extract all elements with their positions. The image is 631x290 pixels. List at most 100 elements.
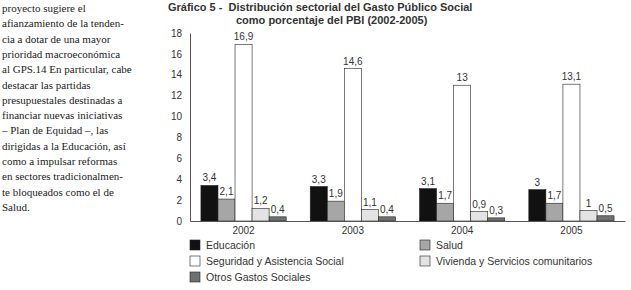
x-tick-label: 2004 [451, 225, 474, 236]
side-text-line: dirigidas a la Educación, así [2, 140, 126, 152]
data-label: 1,2 [254, 195, 268, 206]
bar [597, 216, 614, 221]
y-tick-label: 10 [171, 111, 183, 122]
y-tick-label: 18 [171, 28, 183, 39]
bar [378, 217, 395, 221]
data-label: 3,3 [312, 174, 326, 185]
y-tick-label: 4 [176, 174, 182, 185]
y-tick-label: 16 [171, 49, 183, 60]
bar [546, 203, 563, 221]
bar [420, 189, 437, 221]
legend-swatch [420, 240, 430, 250]
legend-item: Educación [190, 239, 255, 251]
side-text-line: prioridad macroeconómica [2, 48, 120, 60]
page: proyecto sugiere el afianzamiento de la t… [0, 0, 631, 290]
bar [471, 212, 488, 221]
side-text-line: al GPS.14 En particular, cabe [2, 63, 132, 75]
bar [269, 217, 286, 221]
bar [344, 69, 361, 221]
x-axis-line [191, 221, 626, 222]
data-label: 0,4 [271, 204, 285, 215]
y-tick: 18 [171, 28, 190, 39]
bar [580, 211, 597, 221]
y-tick: 16 [171, 49, 190, 60]
data-label: 1 [586, 198, 592, 209]
data-label: 1,7 [547, 190, 561, 201]
side-text-line: en sectores tradicionalmen- [2, 170, 123, 182]
side-text-line: – Plan de Equidad –, las [1, 124, 108, 136]
bar [252, 208, 269, 221]
legend-label: Salud [436, 239, 463, 251]
data-label: 1,1 [363, 197, 377, 208]
x-tick-label: 2002 [232, 225, 255, 236]
y-tick: 4 [176, 174, 190, 185]
side-text-line: proyecto sugiere el [2, 2, 86, 14]
legend-item: Salud [420, 239, 463, 251]
y-tick: 0 [176, 216, 190, 227]
side-text: proyecto sugiere el afianzamiento de la t… [1, 2, 132, 213]
x-axis: 2002 2003 2004 2005 [191, 221, 626, 236]
data-labels: 3,43,33,132,11,91,71,716,914,61313,11,21… [203, 31, 613, 215]
x-tick: 2002 [232, 221, 255, 236]
legend-swatch [190, 256, 200, 266]
y-tick: 2 [176, 195, 190, 206]
side-text-line: Salud. [2, 201, 30, 213]
y-tick-label: 14 [171, 69, 183, 80]
bar [437, 203, 454, 221]
chart-subtitle: como porcentaje del PBI (2002-2005) [236, 14, 428, 26]
bar [201, 185, 218, 221]
legend-item: Seguridad y Asistencia Social [190, 255, 344, 267]
chart-title: Gráfico 5 - Distribución sectorial del G… [168, 1, 472, 13]
legend-item: Vivienda y Servicios comunitarios [420, 255, 592, 267]
y-tick-label: 12 [171, 90, 183, 101]
legend-swatch [420, 256, 430, 266]
data-label: 1,9 [329, 188, 343, 199]
bar [454, 85, 471, 221]
x-tick: 2004 [451, 221, 474, 236]
data-label: 3,1 [421, 176, 435, 187]
data-label: 0,4 [380, 204, 394, 215]
y-tick-label: 6 [176, 153, 182, 164]
legend-label: Educación [206, 239, 255, 251]
y-axis-line [190, 34, 191, 222]
legend-label: Vivienda y Servicios comunitarios [436, 255, 592, 267]
data-label: 13 [457, 72, 469, 83]
legend-swatch [190, 272, 200, 282]
data-label: 3 [535, 177, 541, 188]
y-tick: 8 [176, 132, 190, 143]
data-label: 16,9 [234, 31, 254, 42]
y-tick: 10 [171, 111, 190, 122]
x-tick-label: 2003 [342, 225, 365, 236]
y-axis: 0 2 4 6 8 10 12 14 16 18 [171, 28, 191, 227]
bar [529, 190, 546, 221]
legend-swatch [190, 240, 200, 250]
bar [563, 84, 580, 221]
bars [201, 44, 614, 221]
data-label: 14,6 [343, 56, 363, 67]
side-text-line: cia a dotar de una mayor [2, 33, 111, 45]
legend-label: Otros Gastos Sociales [206, 271, 310, 283]
side-text-line: destacar las partidas [2, 79, 91, 91]
data-label: 0,3 [489, 205, 503, 216]
legend-label: Seguridad y Asistencia Social [206, 255, 344, 267]
bar [235, 44, 252, 221]
bar [327, 201, 344, 221]
x-tick: 2003 [342, 221, 365, 236]
y-tick: 6 [176, 153, 190, 164]
bar [488, 218, 505, 221]
data-label: 13,1 [562, 71, 582, 82]
y-tick-label: 0 [176, 216, 182, 227]
legend: Educación Salud Seguridad y Asistencia Soc… [190, 239, 592, 283]
bar [218, 199, 235, 221]
side-text-line: como a impulsar reformas [2, 155, 117, 167]
x-tick-label: 2005 [560, 225, 583, 236]
y-tick-label: 8 [176, 132, 182, 143]
bar [361, 210, 378, 221]
side-text-line: afianzamiento de la tenden- [2, 17, 124, 29]
data-label: 0,5 [599, 203, 613, 214]
data-label: 2,1 [220, 186, 234, 197]
y-tick-label: 2 [176, 195, 182, 206]
y-tick: 14 [171, 69, 190, 80]
side-text-line: te bloqueados como el de [2, 186, 114, 198]
legend-item: Otros Gastos Sociales [190, 271, 310, 283]
